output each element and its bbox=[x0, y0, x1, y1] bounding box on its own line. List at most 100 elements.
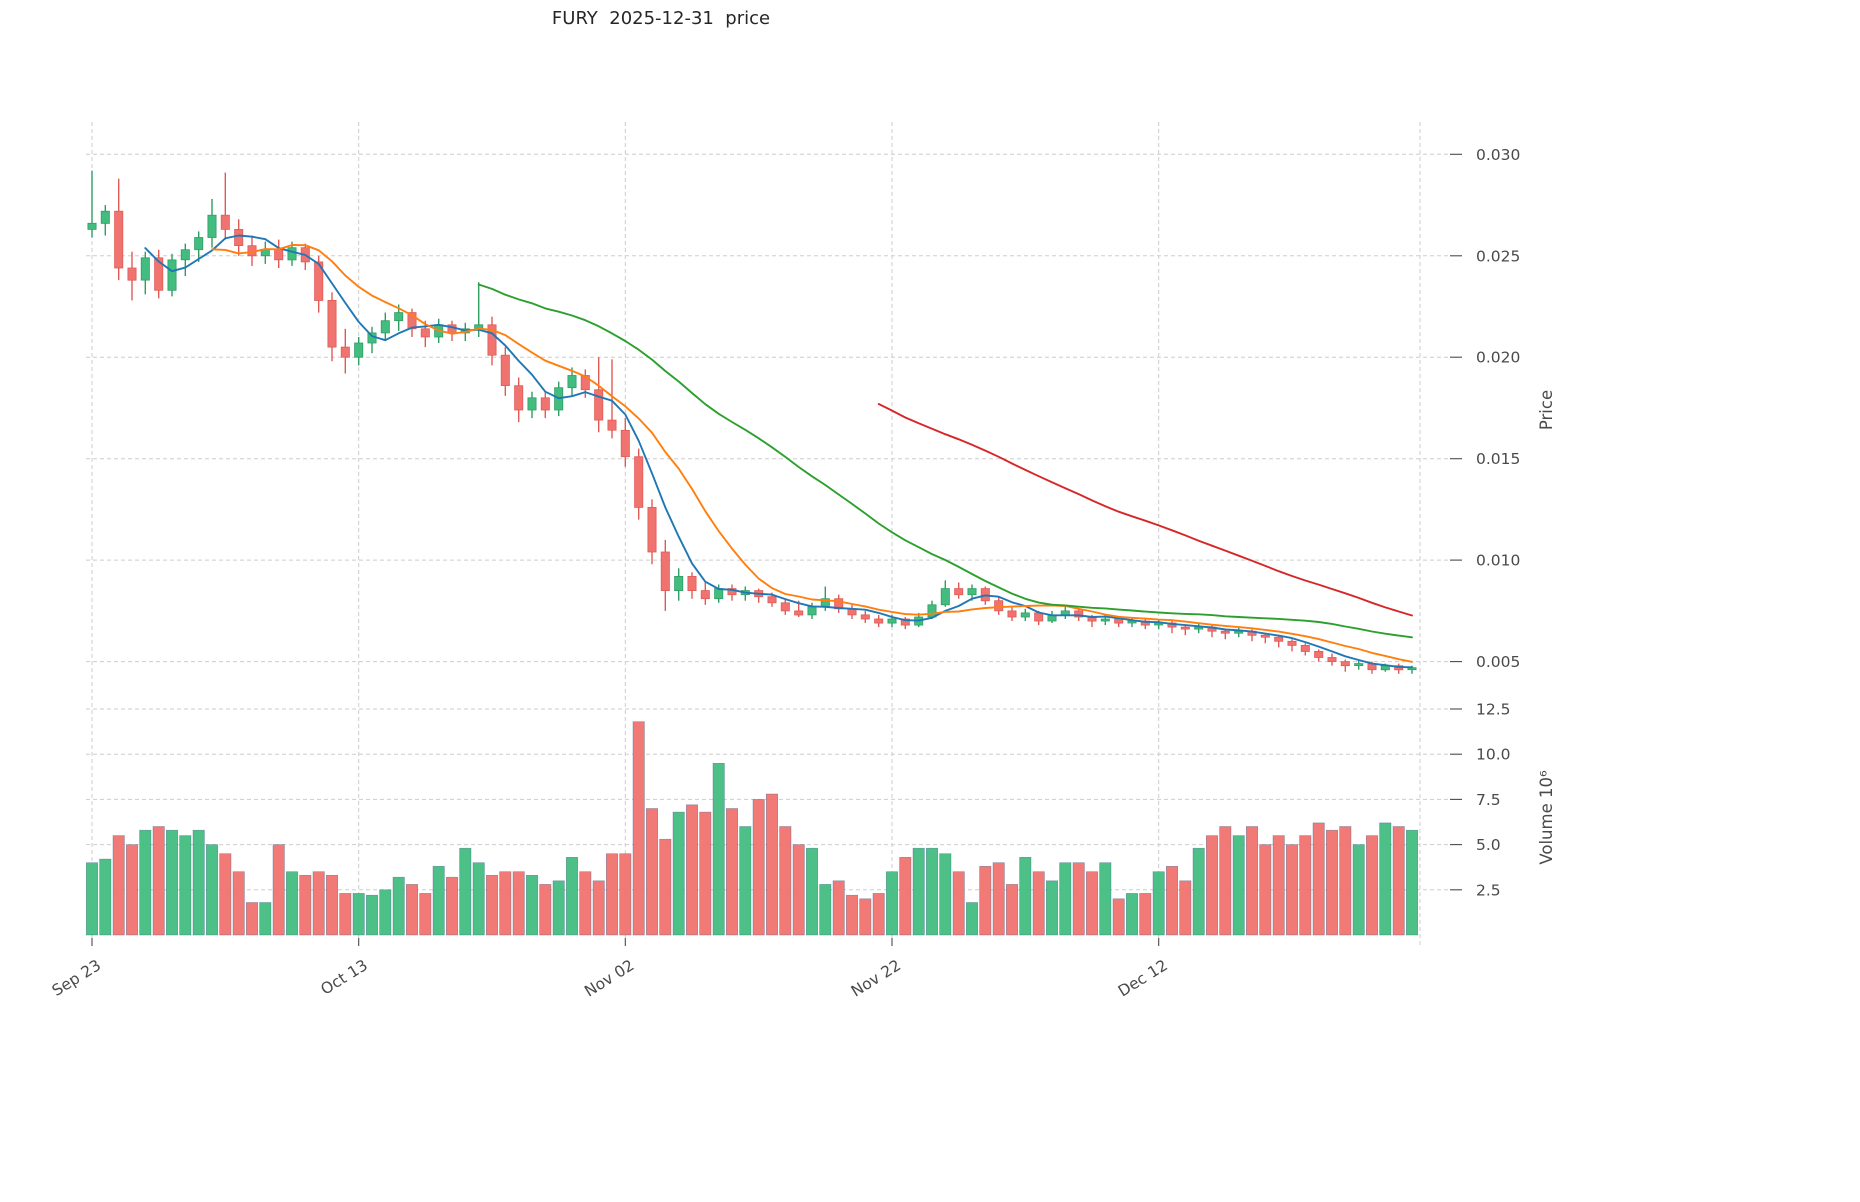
volume-bar bbox=[299, 874, 312, 936]
volume-bar bbox=[1046, 880, 1059, 936]
candle bbox=[780, 602, 790, 612]
candle bbox=[874, 618, 884, 624]
volume-bar bbox=[779, 826, 792, 936]
volume-bar bbox=[1019, 856, 1032, 936]
price-axis-title: Price bbox=[1537, 390, 1556, 430]
candle bbox=[207, 214, 217, 238]
candle bbox=[394, 312, 404, 322]
volume-bar bbox=[365, 894, 378, 936]
volume-bar bbox=[139, 829, 152, 936]
volume-bar bbox=[992, 862, 1005, 936]
candle bbox=[687, 576, 697, 592]
candle bbox=[1340, 661, 1350, 667]
volume-bar bbox=[592, 880, 605, 936]
candle bbox=[1314, 651, 1324, 658]
volume-bar bbox=[485, 874, 498, 936]
candle bbox=[1114, 618, 1124, 624]
volume-bar bbox=[1326, 829, 1339, 936]
volume-bar bbox=[405, 884, 418, 936]
candle bbox=[180, 249, 190, 261]
volume-axis-title: Volume 10⁶ bbox=[1537, 770, 1556, 865]
candle bbox=[154, 257, 164, 291]
candle bbox=[100, 210, 110, 224]
candle bbox=[1300, 645, 1310, 652]
volume-bar bbox=[605, 853, 618, 936]
volume-bar bbox=[419, 893, 432, 936]
volume-bar bbox=[925, 847, 938, 936]
candle bbox=[1354, 663, 1364, 666]
volume-bar bbox=[312, 871, 325, 936]
price-tick-label: 0.025 bbox=[1476, 247, 1520, 265]
volume-bar bbox=[192, 829, 205, 936]
candle bbox=[220, 214, 230, 230]
candle bbox=[767, 596, 777, 604]
candle bbox=[607, 419, 617, 431]
volume-bar bbox=[1086, 871, 1099, 936]
volume-bar bbox=[499, 871, 512, 936]
candle bbox=[1074, 610, 1084, 618]
volume-bar bbox=[1366, 835, 1379, 936]
candle bbox=[954, 588, 964, 596]
volume-bar bbox=[725, 808, 738, 936]
candle bbox=[1220, 630, 1230, 634]
volume-bar bbox=[1312, 822, 1325, 936]
candle bbox=[994, 600, 1004, 612]
candle bbox=[1034, 612, 1044, 622]
volume-bar bbox=[685, 804, 698, 936]
volume-bar bbox=[1139, 893, 1152, 936]
volume-bar bbox=[206, 844, 219, 936]
candle bbox=[1287, 640, 1297, 646]
volume-bar bbox=[525, 874, 538, 936]
volume-bar bbox=[1032, 871, 1045, 936]
volume-bar bbox=[432, 865, 445, 936]
date-tick-label: Dec 12 bbox=[1115, 956, 1171, 1000]
volume-bar bbox=[699, 811, 712, 936]
volume-bar bbox=[1059, 862, 1072, 936]
volume-bar bbox=[1219, 826, 1232, 936]
volume-bar bbox=[166, 829, 179, 936]
volume-bar bbox=[339, 893, 352, 936]
volume-bar bbox=[1299, 835, 1312, 936]
volume-bar bbox=[459, 847, 472, 936]
date-tick-label: Nov 22 bbox=[848, 956, 904, 1000]
volume-bar bbox=[1072, 862, 1085, 936]
candle bbox=[940, 588, 950, 606]
candle bbox=[127, 267, 137, 281]
volume-bar bbox=[1232, 835, 1245, 936]
volume-bar bbox=[1339, 826, 1352, 936]
candle bbox=[527, 397, 537, 411]
volume-bar bbox=[1272, 835, 1285, 936]
price-tick-label: 0.030 bbox=[1476, 146, 1520, 164]
candle bbox=[314, 261, 324, 301]
candle bbox=[927, 604, 937, 618]
candle bbox=[594, 389, 604, 421]
date-tick-label: Nov 02 bbox=[581, 956, 637, 1000]
ma-line-sma5 bbox=[144, 234, 1413, 669]
volume-bar bbox=[1099, 862, 1112, 936]
candle bbox=[114, 210, 124, 269]
volume-bar bbox=[552, 880, 565, 936]
candle bbox=[354, 342, 364, 358]
volume-bar bbox=[832, 880, 845, 936]
volume-bar bbox=[219, 853, 232, 936]
date-tick-label: Oct 13 bbox=[318, 956, 371, 999]
volume-bar bbox=[899, 856, 912, 936]
volume-bar bbox=[872, 893, 885, 936]
volume-bar bbox=[1005, 884, 1018, 936]
candle bbox=[887, 618, 897, 624]
volume-bar bbox=[379, 889, 392, 936]
volume-bar bbox=[539, 884, 552, 936]
volume-bar bbox=[126, 844, 139, 936]
volume-bar bbox=[765, 793, 778, 936]
volume-bar bbox=[246, 902, 259, 936]
candle bbox=[514, 385, 524, 411]
candle bbox=[700, 590, 710, 600]
candle bbox=[674, 576, 684, 592]
candle bbox=[234, 228, 244, 246]
candle bbox=[380, 320, 390, 334]
volume-tick-label: 12.5 bbox=[1476, 701, 1511, 719]
candle bbox=[500, 354, 510, 387]
candle bbox=[407, 312, 417, 330]
candles bbox=[87, 210, 1417, 671]
candle bbox=[194, 237, 204, 251]
